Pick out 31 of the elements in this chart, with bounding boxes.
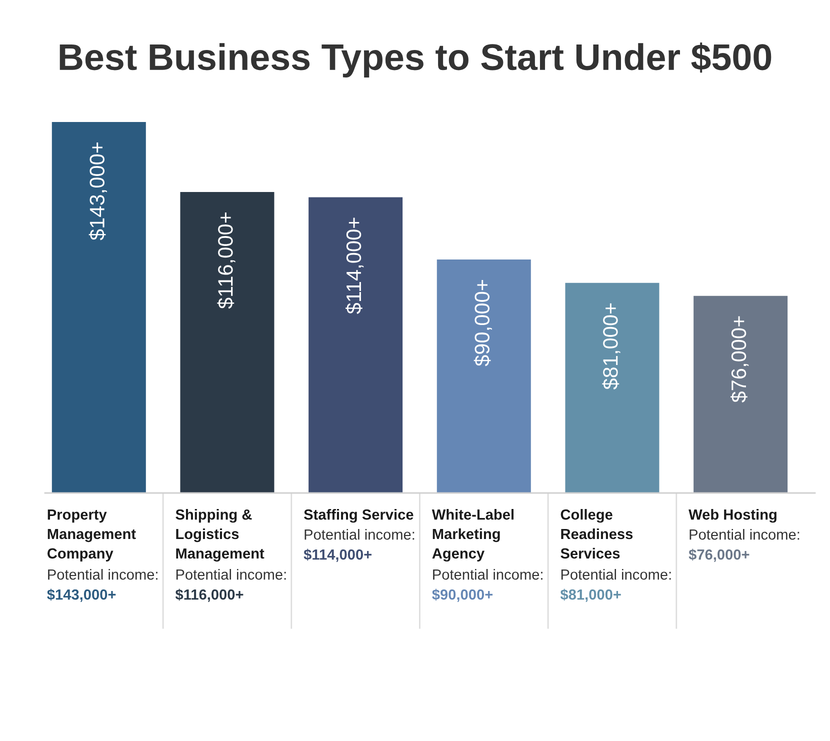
text: Potential income: [561, 569, 671, 580]
text: Potential income: [48, 569, 158, 580]
bar [308, 197, 403, 493]
text: Potential income: [304, 529, 414, 540]
data-label: $81,000+ [602, 303, 620, 390]
text: $76,000+ [688, 548, 750, 562]
text: $116,000+ [175, 588, 244, 602]
bar [694, 296, 788, 493]
data-label: $143,000+ [88, 142, 107, 240]
data-label: $116,000+ [217, 212, 236, 309]
bar [565, 282, 660, 493]
x-tick-label: Staffing Service [304, 509, 414, 523]
text: Potential income: [176, 569, 286, 580]
data-label: $76,000+ [730, 316, 749, 403]
bar [436, 260, 531, 493]
text: Potential income: [690, 529, 800, 540]
text: $143,000+ [47, 588, 116, 602]
text: $90,000+ [432, 588, 493, 602]
text: $114,000+ [304, 548, 372, 562]
x-tick-label: White-Label Marketing Agency [432, 509, 514, 562]
x-tick-label: Property Management Company [47, 510, 136, 562]
x-tick-label: Web Hosting [688, 509, 776, 523]
data-label: $90,000+ [474, 280, 492, 366]
x-tick-label: College Readiness Services [560, 509, 633, 559]
text: Potential income: [433, 569, 542, 580]
bar [180, 192, 274, 493]
x-tick-label: Shipping & Logistics Management [176, 509, 264, 562]
chart-title: Best Business Types to Start Under $500 [60, 42, 772, 78]
text: $81,000+ [560, 588, 621, 602]
data-label: $114,000+ [346, 218, 364, 314]
bar [52, 122, 146, 493]
